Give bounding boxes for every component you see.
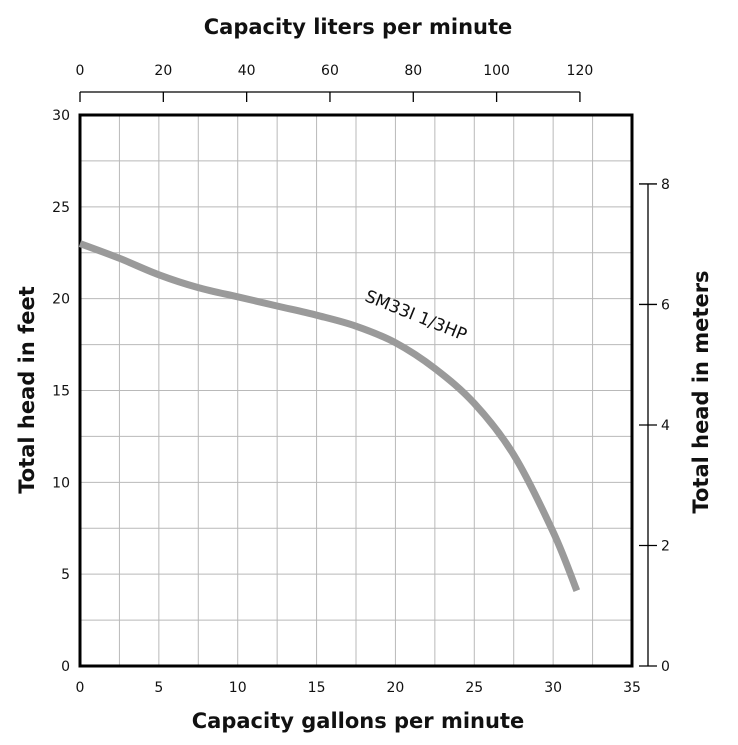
series-line-sm33i [78,240,581,592]
y-tick-label: 30 [52,108,70,124]
x-tick-label: 20 [387,680,405,696]
y-tick-label: 20 [52,292,70,308]
x-tick-label: 10 [229,680,247,696]
y-tick-label: 5 [61,567,70,583]
x-tick-label: 15 [308,680,326,696]
left-axis: 0 5 10 15 20 25 30 [52,108,70,675]
left-axis-title: Total head in feet [15,286,39,494]
y2-tick-label: 2 [661,538,670,554]
y-tick-label: 15 [52,384,70,400]
right-axis: 0 2 4 6 8 [639,177,670,675]
x-tick-label: 5 [154,680,163,696]
y2-tick-label: 6 [661,297,670,313]
x-tick-label: 25 [465,680,483,696]
y-tick-label: 0 [61,659,70,675]
x-tick-label: 35 [623,680,641,696]
y2-tick-label: 8 [661,177,670,193]
x2-tick-label: 100 [483,63,510,79]
y-tick-label: 10 [52,475,70,491]
y-tick-label: 25 [52,200,70,216]
x2-tick-label: 60 [321,63,339,79]
x2-tick-label: 0 [76,63,85,79]
y2-tick-label: 4 [661,418,670,434]
x2-tick-label: 40 [238,63,256,79]
y2-tick-label: 0 [661,659,670,675]
x2-tick-label: 80 [404,63,422,79]
top-axis: 0 20 40 60 80 100 120 [76,63,594,102]
x2-tick-label: 120 [567,63,594,79]
x2-tick-label: 20 [154,63,172,79]
right-axis-title: Total head in meters [689,270,713,513]
bottom-axis: 0 5 10 15 20 25 30 35 [76,680,641,696]
series-group: SM33I 1/3HP [78,240,581,592]
x-tick-label: 0 [76,680,85,696]
x-tick-label: 30 [544,680,562,696]
grid [80,115,632,666]
top-axis-title: Capacity liters per minute [204,15,513,39]
plot-frame [78,113,634,668]
bottom-axis-title: Capacity gallons per minute [192,709,524,733]
